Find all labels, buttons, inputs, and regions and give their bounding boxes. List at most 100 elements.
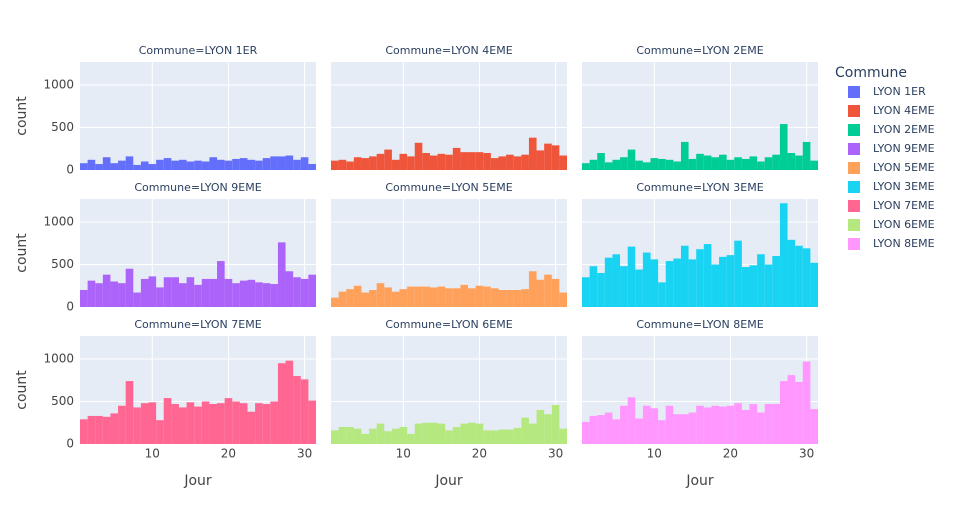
bar [376, 283, 385, 307]
bar [559, 292, 567, 307]
bar [353, 157, 362, 170]
bar [642, 162, 651, 170]
bar [285, 155, 294, 170]
bar [262, 404, 271, 444]
bar [734, 403, 742, 444]
bar [521, 417, 529, 444]
y-tick-label: 1000 [43, 214, 74, 228]
bar [414, 286, 423, 307]
bar [163, 398, 172, 444]
bar [779, 381, 788, 444]
bar [513, 289, 522, 307]
bar [604, 412, 613, 444]
bar [209, 404, 218, 444]
bar [369, 428, 377, 444]
bar [452, 426, 461, 444]
bar [711, 405, 720, 444]
bar [384, 287, 392, 307]
bar [741, 158, 750, 170]
bar [331, 430, 339, 444]
bar [445, 154, 453, 170]
bar [300, 278, 309, 307]
bar [308, 164, 316, 170]
bar [589, 159, 598, 170]
bar [673, 258, 681, 307]
bar [201, 161, 210, 170]
bar [331, 297, 339, 307]
bar [498, 429, 507, 444]
x-tick-label: 20 [472, 447, 487, 461]
bar [787, 152, 796, 170]
bar [551, 278, 560, 307]
bar [559, 155, 567, 170]
legend-label: LYON 4EME [873, 104, 935, 117]
bar [429, 422, 438, 444]
bar [361, 433, 370, 444]
bar [795, 245, 803, 307]
bar [764, 404, 773, 444]
bar [604, 162, 613, 170]
bar [620, 157, 628, 170]
bar [551, 404, 560, 444]
x-tick-label: 10 [145, 447, 160, 461]
bar [680, 141, 689, 170]
bar [399, 289, 408, 307]
bar [658, 420, 666, 444]
facet-title: Commune=LYON 7EME [134, 318, 261, 331]
facet-title: Commune=LYON 4EME [385, 44, 512, 57]
bar [521, 154, 529, 170]
bar [224, 278, 233, 307]
bar [277, 242, 286, 307]
bar [772, 154, 780, 170]
bar [194, 160, 202, 170]
bar [156, 159, 164, 170]
bar [696, 249, 704, 307]
bar [688, 259, 697, 307]
plot-area [582, 62, 818, 170]
legend-swatch [848, 219, 860, 231]
bar [627, 246, 636, 307]
bar [156, 287, 164, 307]
bar [673, 161, 681, 170]
bar [194, 406, 202, 444]
bar [460, 152, 469, 170]
x-axis-label: Jour [183, 473, 212, 489]
bar [696, 153, 704, 170]
plot-area [80, 62, 316, 170]
bar [719, 406, 727, 444]
bar [468, 288, 476, 307]
y-axis-label: count [14, 370, 30, 410]
bar [757, 412, 765, 444]
bar [642, 405, 651, 444]
bar [178, 159, 187, 170]
bar [627, 397, 636, 444]
bar [437, 286, 446, 307]
bar [703, 407, 712, 444]
bar [810, 160, 818, 170]
bar [506, 289, 514, 307]
bar [87, 280, 96, 307]
bar [239, 158, 248, 170]
bar [110, 413, 119, 444]
bar [201, 278, 210, 307]
y-tick-label: 500 [51, 120, 74, 134]
bar [559, 428, 567, 444]
bar [734, 157, 742, 170]
bar [498, 289, 507, 307]
bar [209, 157, 218, 170]
bar [802, 361, 811, 444]
bar [597, 415, 605, 444]
bar [217, 261, 225, 307]
bar [148, 276, 157, 307]
bar [163, 277, 172, 307]
bar [277, 363, 286, 444]
bar [163, 158, 172, 170]
bar [673, 414, 681, 444]
bar [414, 142, 423, 170]
bar [217, 159, 225, 170]
bar [308, 274, 316, 307]
bar [186, 277, 195, 307]
bar [528, 271, 537, 307]
bar [80, 163, 88, 170]
